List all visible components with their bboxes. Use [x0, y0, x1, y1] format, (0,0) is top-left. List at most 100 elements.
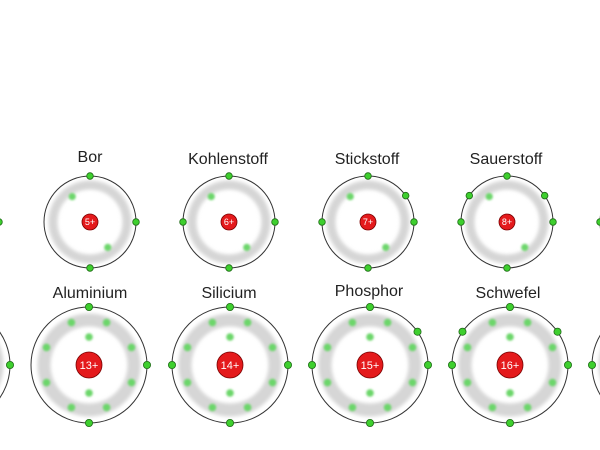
inner-shell-shadow [187, 180, 271, 264]
atom-partial-right-top [596, 215, 600, 229]
inner-electron [408, 343, 417, 352]
inner-shell-shadow [37, 313, 141, 417]
inner-electron [463, 378, 472, 387]
nucleus [81, 213, 99, 231]
inner-electron [207, 193, 215, 201]
inner-electron [42, 378, 51, 387]
inner-electron [366, 389, 374, 397]
valence-electron [503, 172, 511, 180]
nucleus-charge: 8+ [502, 217, 512, 227]
inner-electron [226, 389, 234, 397]
inner-electron [463, 343, 472, 352]
inner-electron [488, 403, 497, 412]
nucleus [498, 213, 516, 231]
inner-electron [208, 318, 217, 327]
inner-electron [243, 403, 252, 412]
atom-label-silicium: Silicium [201, 285, 257, 302]
valence-electron [401, 191, 410, 200]
nucleus [496, 351, 524, 379]
atom-stickstoff: 7+ [318, 172, 418, 272]
inner-electron [102, 403, 111, 412]
nucleus [220, 213, 238, 231]
inner-shell-shadow [465, 180, 549, 264]
valence-electron [225, 302, 234, 311]
valence-electron [447, 360, 456, 369]
valence-electron [225, 172, 233, 180]
nucleus [356, 351, 384, 379]
atom-sauerstoff: 8+ [457, 172, 557, 272]
atom-label-aluminium: Aluminium [52, 285, 128, 302]
inner-electron [67, 403, 76, 412]
atom-bor: 5+ [43, 172, 140, 272]
nucleus [75, 351, 103, 379]
valence-electron [540, 191, 549, 200]
inner-electron [506, 333, 514, 341]
inner-electron [382, 243, 390, 251]
inner-electron [243, 243, 251, 251]
atom-kohlenstoff: 6+ [179, 172, 279, 272]
inner-electron [523, 318, 532, 327]
inner-electron [383, 403, 392, 412]
atom-label-schwefel: Schwefel [475, 285, 541, 302]
valence-electron [179, 218, 187, 226]
nucleus-charge: 13+ [80, 360, 99, 372]
inner-electron [268, 378, 277, 387]
nucleus-charge: 6+ [224, 217, 234, 227]
valence-electron [596, 218, 600, 226]
valence-electron [410, 218, 418, 226]
valence-electron [365, 418, 374, 427]
valence-electron [365, 302, 374, 311]
inner-electron [346, 193, 354, 201]
inner-electron [268, 343, 277, 352]
inner-electron [366, 333, 374, 341]
inner-electron [42, 343, 51, 352]
atom-partial-left-bottom [0, 331, 14, 399]
inner-shell-shadow [178, 313, 282, 417]
inner-electron [68, 193, 76, 201]
atom-schwefel: 16+ [447, 302, 573, 427]
inner-electron [348, 403, 357, 412]
valence-electron [0, 218, 3, 226]
valence-electron [503, 264, 511, 272]
inner-shell-shadow [48, 180, 132, 264]
valence-electron [86, 172, 94, 180]
inner-electron [323, 378, 332, 387]
atom-label-sauerstoff: Sauerstoff [469, 151, 543, 168]
valence-electron [225, 264, 233, 272]
nucleus-charge: 7+ [363, 217, 373, 227]
valence-electron [364, 172, 372, 180]
valence-electron [86, 264, 94, 272]
valence-electron [132, 218, 140, 226]
valence-electron [283, 360, 292, 369]
inner-electron [85, 389, 93, 397]
valence-electron [6, 360, 14, 369]
inner-shell-shadow [326, 180, 410, 264]
atom-label-phosphor: Phosphor [334, 283, 404, 300]
nucleus [216, 351, 244, 379]
inner-shell-shadow [458, 313, 562, 417]
nucleus-charge: 15+ [361, 360, 380, 372]
valence-electron [413, 327, 422, 336]
nucleus-charge: 14+ [221, 360, 240, 372]
atom-phosphor: 15+ [307, 302, 432, 427]
valence-electron [505, 418, 514, 427]
valence-electron [271, 218, 279, 226]
nucleus [359, 213, 377, 231]
inner-electron [104, 243, 112, 251]
inner-electron [383, 318, 392, 327]
inner-electron [408, 378, 417, 387]
valence-electron [458, 327, 467, 336]
inner-electron [67, 318, 76, 327]
inner-electron [243, 318, 252, 327]
valence-electron [85, 418, 94, 427]
inner-electron [208, 403, 217, 412]
valence-electron [505, 302, 514, 311]
nucleus-charge: 5+ [85, 217, 95, 227]
inner-electron [85, 333, 93, 341]
atom-partial-right-bottom [588, 334, 600, 396]
inner-electron [548, 378, 557, 387]
inner-electron [485, 193, 493, 201]
inner-shell-shadow [318, 313, 422, 417]
nucleus-charge: 16+ [501, 360, 520, 372]
